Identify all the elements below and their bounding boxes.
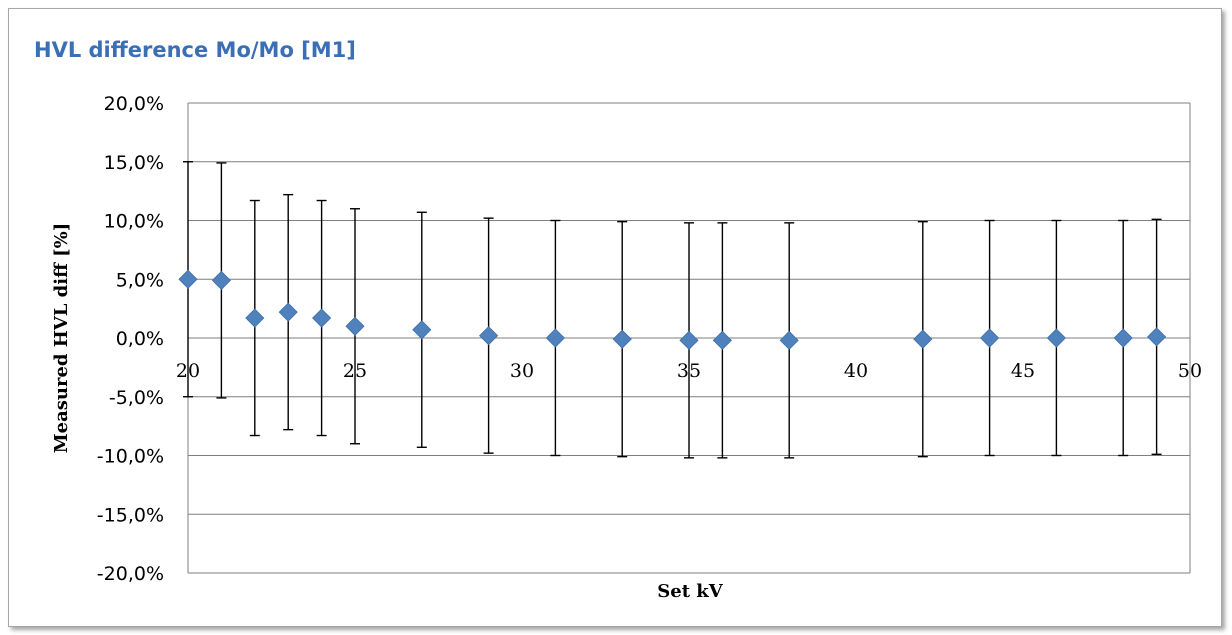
chart-frame [8, 8, 1222, 627]
x-tick-label: 40 [844, 360, 868, 382]
data-point [1046, 328, 1066, 348]
y-tick-label: 0,0% [116, 328, 164, 350]
y-tick-label: 5,0% [116, 269, 164, 291]
data-point [412, 320, 432, 340]
data-point [1113, 328, 1133, 348]
y-tick-label: 15,0% [104, 152, 164, 174]
y-tick-label: -15,0% [97, 504, 164, 526]
y-tick-label: -10,0% [97, 446, 164, 468]
data-point [612, 329, 632, 349]
data-point [913, 329, 933, 349]
chart-title: HVL difference Mo/Mo [M1] [34, 38, 356, 62]
error-bars [183, 161, 1162, 459]
data-point [679, 330, 699, 350]
x-tick-label: 45 [1011, 360, 1035, 382]
data-points [178, 269, 1167, 350]
data-point [980, 328, 1000, 348]
y-tick-label: -5,0% [109, 387, 164, 409]
y-axis-title: Measured HVL diff [%] [51, 223, 72, 454]
data-point [345, 316, 365, 336]
data-point [312, 308, 332, 328]
data-point [1147, 327, 1167, 347]
data-point [245, 308, 265, 328]
x-axis-title: Set kV [657, 581, 724, 602]
data-point [712, 330, 732, 350]
y-tick-label: 10,0% [104, 211, 164, 233]
x-tick-label: 50 [1178, 360, 1202, 382]
data-point [211, 270, 231, 290]
y-tick-label: 20,0% [104, 93, 164, 115]
data-point [178, 269, 198, 289]
x-tick-label: 30 [510, 360, 534, 382]
data-point [278, 302, 298, 322]
y-tick-label: -20,0% [97, 563, 164, 585]
data-point [545, 328, 565, 348]
y-axis-ticks: 20,0% 15,0% 10,0% 5,0% 0,0% -5,0% -10,0% -15,0%… [97, 93, 164, 585]
data-point [779, 330, 799, 350]
data-point [479, 326, 499, 346]
